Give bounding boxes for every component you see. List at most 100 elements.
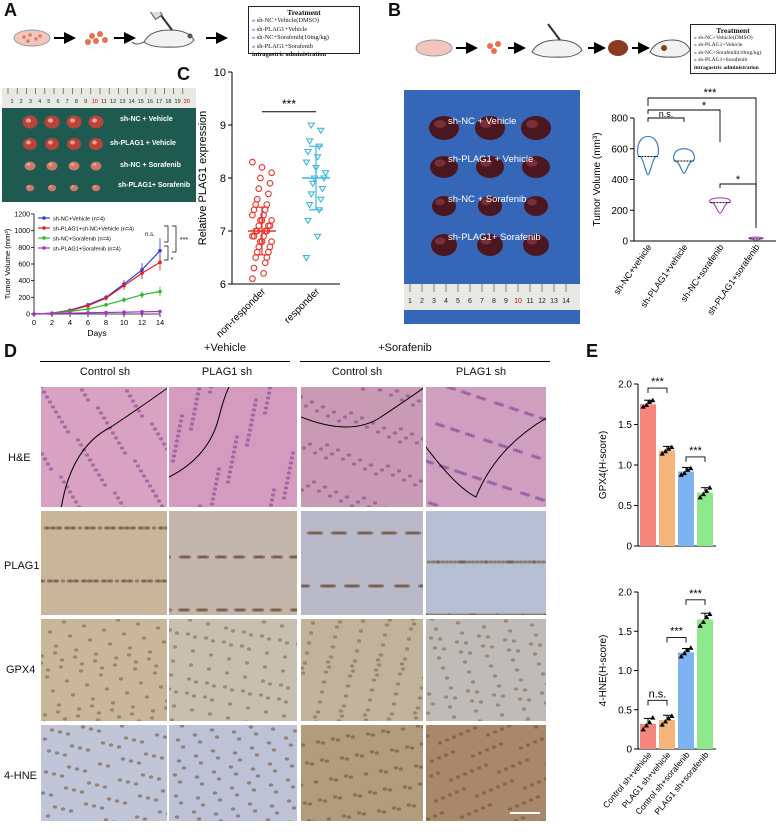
nucleus xyxy=(132,667,138,671)
nucleus xyxy=(357,458,363,462)
nucleus xyxy=(234,435,240,439)
nucleus xyxy=(354,649,360,653)
nucleus xyxy=(321,680,327,684)
data-point xyxy=(32,312,36,316)
nucleus xyxy=(402,785,408,789)
nucleus xyxy=(469,699,475,703)
nucleus xyxy=(533,633,539,637)
nucleus xyxy=(62,753,68,757)
nucleus xyxy=(448,560,454,564)
y-tick-label: 0.5 xyxy=(618,705,632,716)
y-axis-label: GPX4(H-score) xyxy=(598,431,609,499)
schematic-b xyxy=(415,23,691,58)
nucleus xyxy=(335,738,341,742)
nucleus xyxy=(411,622,417,626)
nucleus xyxy=(333,778,339,782)
nucleus xyxy=(366,505,372,507)
nucleus xyxy=(92,579,98,583)
nucleus xyxy=(178,801,184,805)
nucleus xyxy=(536,780,542,784)
nucleus xyxy=(270,727,276,731)
histology-image xyxy=(40,618,168,722)
treatment-title: Treatment xyxy=(716,26,750,35)
nucleus xyxy=(418,479,423,483)
nucleus xyxy=(102,785,108,789)
nucleus xyxy=(433,627,439,631)
nucleus xyxy=(370,733,376,737)
nucleus xyxy=(403,436,409,440)
nucleus xyxy=(148,775,154,779)
nucleus xyxy=(129,712,135,716)
nucleus xyxy=(466,812,472,816)
nucleus xyxy=(428,636,434,640)
nucleus xyxy=(215,756,221,760)
data-point xyxy=(158,260,162,265)
nucleus xyxy=(394,389,400,393)
nucleus xyxy=(459,613,465,615)
nucleus xyxy=(89,704,95,708)
nucleus xyxy=(346,453,352,457)
nucleus xyxy=(374,751,380,755)
nucleus xyxy=(45,668,51,672)
data-point xyxy=(86,303,90,308)
nucleus xyxy=(205,622,211,626)
nucleus xyxy=(485,613,491,615)
nucleus xyxy=(252,555,258,559)
legend-label: sh-NC+Vehicle (n=4) xyxy=(53,217,105,223)
nucleus xyxy=(383,770,389,774)
tumor-highlight xyxy=(71,185,74,188)
nucleus xyxy=(393,766,399,770)
nucleus xyxy=(109,526,115,530)
nucleus xyxy=(231,730,237,734)
nucleus xyxy=(93,468,99,472)
nucleus xyxy=(246,433,252,437)
nucleus xyxy=(44,395,50,399)
ruler: 1 2 3 4 5 6 7 8 9 10 11 12 13 14 xyxy=(404,284,580,310)
nucleus xyxy=(115,496,121,500)
nucleus xyxy=(91,804,97,808)
sig-bracket xyxy=(164,225,169,243)
nucleus xyxy=(192,635,198,639)
nucleus xyxy=(85,748,91,752)
nucleus xyxy=(169,628,173,632)
nucleus xyxy=(54,751,60,755)
nucleus xyxy=(204,681,210,685)
nucleus xyxy=(529,613,535,615)
nucleus xyxy=(458,650,464,654)
nucleus xyxy=(462,772,468,776)
nucleus xyxy=(330,645,336,649)
nucleus xyxy=(237,758,243,762)
nucleus xyxy=(52,805,58,809)
nucleus xyxy=(284,757,290,761)
x-tick-label: non-responder xyxy=(214,286,268,338)
tumor-highlight xyxy=(70,163,75,166)
nucleus xyxy=(381,810,387,814)
legend-marker xyxy=(42,226,46,230)
tumor-boundary xyxy=(169,387,230,478)
nucleus xyxy=(460,390,466,394)
nucleus xyxy=(368,463,374,467)
nucleus xyxy=(378,769,384,773)
nucleus xyxy=(50,689,56,693)
treatment-item: sh-NC+Sorafenib(10mg/kg) xyxy=(252,34,356,42)
nucleus xyxy=(278,683,284,687)
ruler-label: 4 xyxy=(444,298,448,305)
nucleus xyxy=(460,560,466,564)
y-tick-label: 2.0 xyxy=(618,588,632,599)
nucleus xyxy=(87,638,93,642)
sig-bracket xyxy=(685,456,706,462)
nucleus xyxy=(102,483,108,487)
nucleus xyxy=(495,703,501,707)
nucleus xyxy=(539,691,545,695)
legend-label: sh-NC+Sorafenib (n=4) xyxy=(53,237,111,243)
nucleus xyxy=(396,469,402,473)
data-point xyxy=(158,309,162,314)
nucleus xyxy=(61,620,67,624)
nucleus xyxy=(129,526,135,530)
nucleus xyxy=(209,502,215,506)
nucleus xyxy=(192,733,198,737)
nucleus xyxy=(116,715,122,719)
nucleus xyxy=(532,652,538,656)
plag1-expression-chart: 6 7 8 9 10 Relative PLAG1 expression non-respo… xyxy=(197,67,340,338)
nucleus xyxy=(544,762,546,766)
